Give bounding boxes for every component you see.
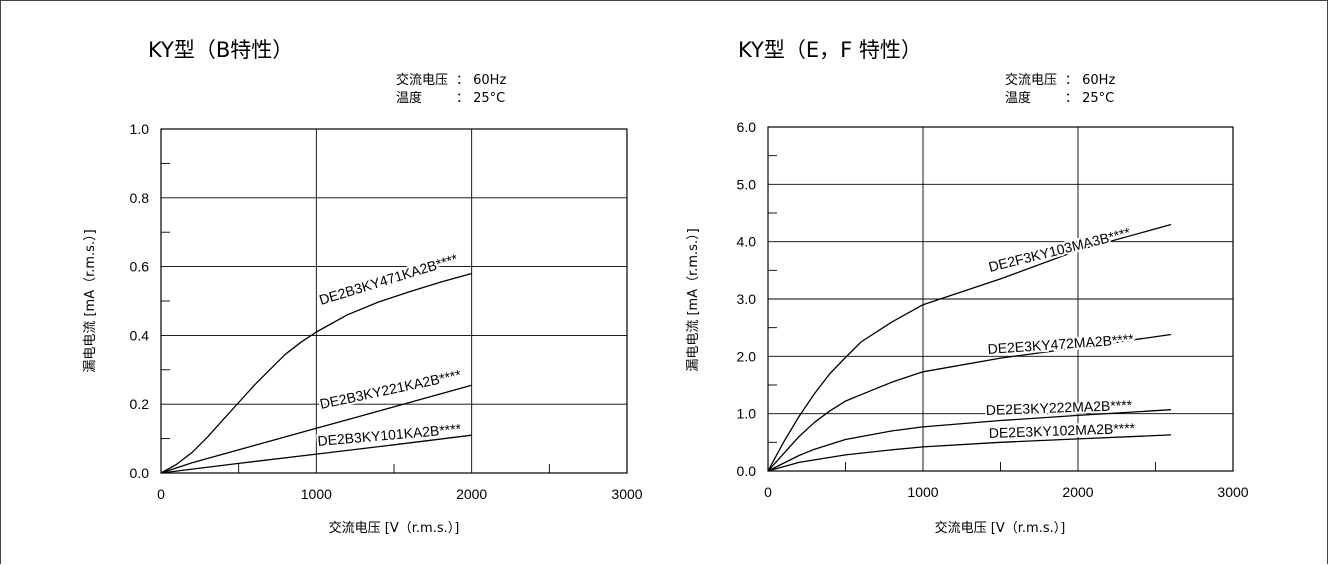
chart-right-cond-voltage-label: 交流电压 [1005,72,1057,88]
left-y-tick-label: 0.8 [130,190,150,206]
right-series-line-1 [767,223,1172,472]
chart-right-title: KY型（E，F 特性） [738,38,922,62]
left-y-tick-label: 0.4 [130,327,150,343]
right-y-tick-label: 2.0 [737,348,757,364]
chart-left-cond-voltage-label: 交流电压 [396,72,448,88]
right-y-tick-label: 4.0 [737,234,757,250]
chart-left-ylabel: 漏电电流 [mA（r.m.s.）] [82,229,98,372]
right-x-tick-label: 3000 [1217,484,1248,500]
left-y-tick-label: 1.0 [130,121,150,137]
right-y-tick-label: 0.0 [737,463,757,479]
right-y-tick-label: 6.0 [737,119,757,135]
chart-right-ylabel: 漏电电流 [mA（r.m.s.）] [685,228,701,371]
left-series-line-1 [160,272,472,474]
left-y-tick-label: 0.2 [130,396,150,412]
right-series-label-3: DE2E3KY222MA2B**** [986,397,1133,418]
right-series-line-2 [767,333,1172,472]
chart-right-cond-voltage-value: ： 60Hz [1065,73,1115,88]
left-series-label-2: DE2B3KY221KA2B**** [318,366,463,412]
right-y-tick-label: 5.0 [737,176,757,192]
chart-left-cond-temp-label: 温度 [396,90,422,106]
right-series-line-3 [767,409,1172,472]
chart-right: KY型（E，F 特性） 交流电压 ： 60Hz 温度 ： 25°C 交流电压 [… [685,38,1249,536]
chart-right-xlabel: 交流电压 [V（r.m.s.）] [935,520,1066,536]
left-y-tick-label: 0.0 [130,465,150,481]
chart-left-xlabel: 交流电压 [V（r.m.s.）] [329,520,460,536]
chart-left-title: KY型（B特性） [148,38,293,62]
chart-left-cond-voltage-value: ： 60Hz [456,73,506,88]
left-y-tick-label: 0.6 [130,259,150,275]
chart-right-cond-temp-label: 温度 [1005,90,1031,106]
left-x-tick-label: 3000 [611,486,642,502]
right-x-tick-label: 2000 [1062,484,1093,500]
left-series-line-3 [160,434,472,474]
left-x-tick-label: 0 [157,486,165,502]
chart-right-cond-temp-value: ： 25°C [1065,91,1114,106]
chart-left: KY型（B特性） 交流电压 ： 60Hz 温度 ： 25°C 交流电压 [V（r… [82,38,643,536]
left-x-tick-label: 2000 [456,486,487,502]
right-y-tick-label: 3.0 [737,291,757,307]
right-series-label-2: DE2E3KY472MA2B**** [987,331,1135,357]
right-y-tick-label: 1.0 [737,406,757,422]
right-x-tick-label: 1000 [907,484,938,500]
left-series-line-2 [160,384,472,474]
right-x-tick-label: 0 [764,484,772,500]
chart-left-cond-temp-value: ： 25°C [456,91,505,106]
left-x-tick-label: 1000 [301,486,332,502]
left-plot-frame [160,128,628,474]
right-series-line-4 [767,434,1172,472]
right-series-label-1: DE2F3KY103MA3B**** [987,224,1133,275]
chart-right-plot: 0.0 1.0 2.0 3.0 4.0 5.0 6.0 0 1000 2000 3000 DE2F3K… [737,119,1249,500]
chart-left-plot: 0.00.20.40.60.81.00 1000 2000 3000DE2B3KY47… [130,121,643,502]
